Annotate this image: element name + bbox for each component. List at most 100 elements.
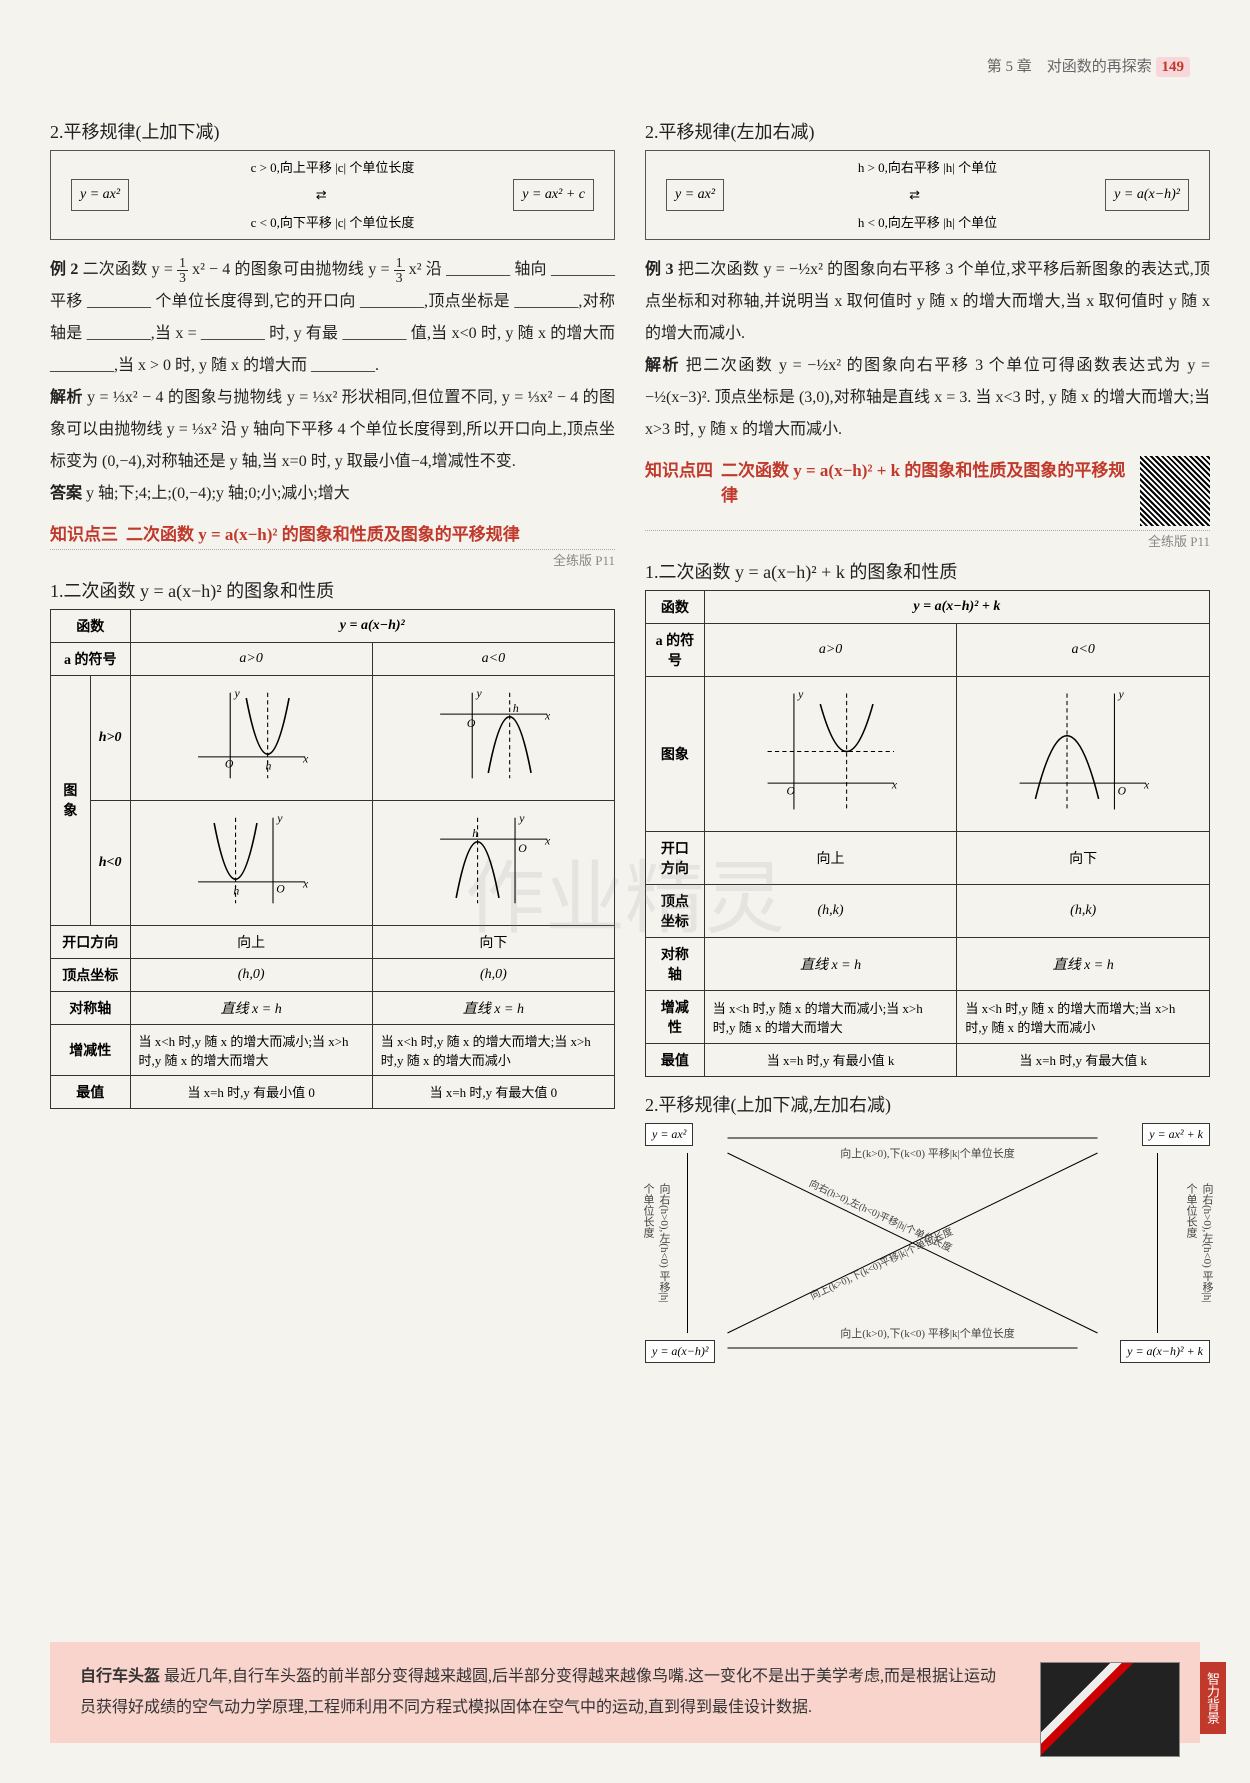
t1-mono-neg: 当 x<h 时,y 随 x 的增大而增大;当 x>h 时,y 随 x 的增大而减… (372, 1024, 614, 1075)
t2-axis: 对称轴 (646, 937, 705, 990)
page-header: 第 5 章 对函数的再探索 149 (987, 55, 1190, 76)
analysis-label: 解析 (50, 389, 83, 406)
ex3-analysis-text: 把二次函数 y = −½x² 的图象向右平移 3 个单位可得函数表达式为 y =… (645, 357, 1210, 438)
right-flow-diagram: h > 0,向右平移 |h| 个单位 y = ax² ⇄ y = a(x−h)²… (645, 150, 1210, 240)
bf-n1: y = ax² (645, 1123, 693, 1146)
svg-text:x: x (302, 877, 309, 890)
t1-sign-pos: a>0 (130, 642, 372, 675)
qr-code-icon (1140, 456, 1210, 526)
flow-right-box: y = ax² + c (513, 179, 594, 210)
footer-trivia-box: 自行车头盔 最近几年,自行车头盔的前半部分变得越来越圆,后半部分变得越来越像鸟嘴… (50, 1642, 1200, 1743)
t2-sign-pos: a>0 (704, 623, 957, 676)
left-flow-diagram: c > 0,向上平移 |c| 个单位长度 y = ax² ⇄ y = ax² +… (50, 150, 615, 240)
t1-graph: 图象 (51, 675, 91, 925)
t1-mono-pos: 当 x<h 时,y 随 x 的增大而减小;当 x>h 时,y 随 x 的增大而增… (130, 1024, 372, 1075)
parabola-down-hneg: Oh x y (372, 800, 614, 925)
footer-title: 自行车头盔 (80, 1668, 160, 1685)
table1-title: 1.二次函数 y = a(x−h)² 的图象和性质 (50, 577, 615, 603)
svg-text:x: x (1143, 778, 1150, 791)
t1-open: 开口方向 (51, 925, 131, 958)
flow-left-box: y = ax² (71, 179, 129, 210)
ex2-t2: x² − 4 的图象可由抛物线 y = (192, 261, 394, 278)
chapter-label: 第 5 章 对函数的再探索 (987, 59, 1152, 75)
parabola-up-k: Oxy (704, 676, 957, 831)
two-column-layout: 2.平移规律(上加下减) c > 0,向上平移 |c| 个单位长度 y = ax… (50, 110, 1210, 1363)
helmet-photo (1040, 1662, 1180, 1757)
t1-vertex-pos: (h,0) (130, 958, 372, 991)
knowledge-point-3: 知识点三 二次函数 y = a(x−h)² 的图象和性质及图象的平移规律 (50, 520, 615, 545)
flow-bottom-label: c < 0,向下平移 |c| 个单位长度 (71, 211, 594, 234)
svg-text:h: h (472, 827, 478, 840)
svg-text:x: x (891, 778, 898, 791)
page-number: 149 (1156, 57, 1191, 77)
svg-text:O: O (224, 758, 233, 771)
bf-e24: 向右(h>0),左(h<0) 平移|h|个单位长度 (1183, 1183, 1215, 1303)
t2-mono-pos: 当 x<h 时,y 随 x 的增大而减小;当 x>h 时,y 随 x 的增大而增… (704, 990, 957, 1043)
rflow-left: y = ax² (666, 179, 724, 210)
t1-mono: 增减性 (51, 1024, 131, 1075)
t1-hneg: h<0 (90, 800, 130, 925)
svg-text:x: x (302, 752, 309, 765)
parabola-up-hneg: Ohxy (130, 800, 372, 925)
svg-text:h: h (265, 760, 271, 773)
t1-open-neg: 向下 (372, 925, 614, 958)
ex2-answer: 答案 y 轴;下;4;上;(0,−4);y 轴;0;小;减小;增大 (50, 478, 615, 510)
ex3-analysis-label: 解析 (645, 357, 680, 374)
t2-eq: y = a(x−h)² + k (704, 590, 1209, 623)
svg-text:y: y (518, 812, 525, 825)
big-translation-flowchart: y = ax² y = ax² + k y = a(x−h)² y = a(x−… (645, 1123, 1210, 1363)
bf-e14b: 向上(k>0),下(k<0)平移|k|个单位长度 (807, 1223, 955, 1303)
t2-open: 开口方向 (646, 831, 705, 884)
t1-vertex: 顶点坐标 (51, 958, 131, 991)
kpt4-sub: 全练版 P11 (645, 530, 1210, 550)
kpt3-title: 二次函数 y = a(x−h)² 的图象和性质及图象的平移规律 (126, 520, 520, 545)
side-tab: 智力背景 (1200, 1662, 1226, 1734)
parabola-down-k: Ox y (957, 676, 1210, 831)
t1-ext-neg: 当 x=h 时,y 有最大值 0 (372, 1075, 614, 1108)
svg-text:O: O (276, 883, 285, 896)
t1-open-pos: 向上 (130, 925, 372, 958)
t1-ext-pos: 当 x=h 时,y 有最小值 0 (130, 1075, 372, 1108)
svg-text:h: h (233, 885, 239, 898)
t2-vertex-neg: (h,k) (957, 884, 1210, 937)
svg-text:y: y (1118, 688, 1125, 701)
example-2: 例 2 二次函数 y = 13 x² − 4 的图象可由抛物线 y = 13 x… (50, 254, 615, 382)
svg-text:x: x (544, 709, 551, 722)
knowledge-point-4: 知识点四 二次函数 y = a(x−h)² + k 的图象和性质及图象的平移规律 (645, 456, 1210, 526)
svg-text:x: x (544, 834, 551, 847)
example-3: 例 3 把二次函数 y = −½x² 的图象向右平移 3 个单位,求平移后新图象… (645, 254, 1210, 350)
table2-title: 1.二次函数 y = a(x−h)² + k 的图象和性质 (645, 558, 1210, 584)
t2-open-neg: 向下 (957, 831, 1210, 884)
t2-vertex: 顶点坐标 (646, 884, 705, 937)
ex2-label: 例 2 (50, 261, 78, 278)
rflow-right: y = a(x−h)² (1105, 179, 1189, 210)
svg-text:O: O (518, 842, 527, 855)
left-column: 2.平移规律(上加下减) c > 0,向上平移 |c| 个单位长度 y = ax… (50, 110, 615, 1363)
t1-axis: 对称轴 (51, 991, 131, 1024)
svg-text:O: O (1118, 785, 1127, 798)
bf-e13: 向右(h>0),左(h<0) 平移|h|个单位长度 (640, 1183, 672, 1303)
svg-text:y: y (233, 687, 240, 700)
t2-open-pos: 向上 (704, 831, 957, 884)
rflow-top: h > 0,向右平移 |h| 个单位 (666, 156, 1189, 179)
t1-sign: a 的符号 (51, 642, 131, 675)
t2-mono-neg: 当 x<h 时,y 随 x 的增大而增大;当 x>h 时,y 随 x 的增大而减… (957, 990, 1210, 1043)
flow-top-label: c > 0,向上平移 |c| 个单位长度 (71, 156, 594, 179)
t1-axis-pos: 直线 x = h (130, 991, 372, 1024)
t1-axis-neg: 直线 x = h (372, 991, 614, 1024)
ex3-analysis: 解析 把二次函数 y = −½x² 的图象向右平移 3 个单位可得函数表达式为 … (645, 350, 1210, 446)
t2-axis-neg: 直线 x = h (957, 937, 1210, 990)
t2-func: 函数 (646, 590, 705, 623)
left-rule-title: 2.平移规律(上加下减) (50, 118, 615, 144)
bf-e34: 向上(k>0),下(k<0) 平移|k|个单位长度 (840, 1325, 1014, 1341)
answer-text: y 轴;下;4;上;(0,−4);y 轴;0;小;减小;增大 (86, 485, 350, 502)
t2-ext-neg: 当 x=h 时,y 有最大值 k (957, 1043, 1210, 1076)
svg-text:h: h (513, 702, 519, 715)
ex3-text: 把二次函数 y = −½x² 的图象向右平移 3 个单位,求平移后新图象的表达式… (645, 261, 1210, 342)
t2-ext: 最值 (646, 1043, 705, 1076)
svg-text:y: y (797, 688, 804, 701)
t1-vertex-neg: (h,0) (372, 958, 614, 991)
t2-sign: a 的符号 (646, 623, 705, 676)
analysis-text: y = ⅓x² − 4 的图象与抛物线 y = ⅓x² 形状相同,但位置不同, … (50, 389, 615, 470)
t1-hpos: h>0 (90, 675, 130, 800)
